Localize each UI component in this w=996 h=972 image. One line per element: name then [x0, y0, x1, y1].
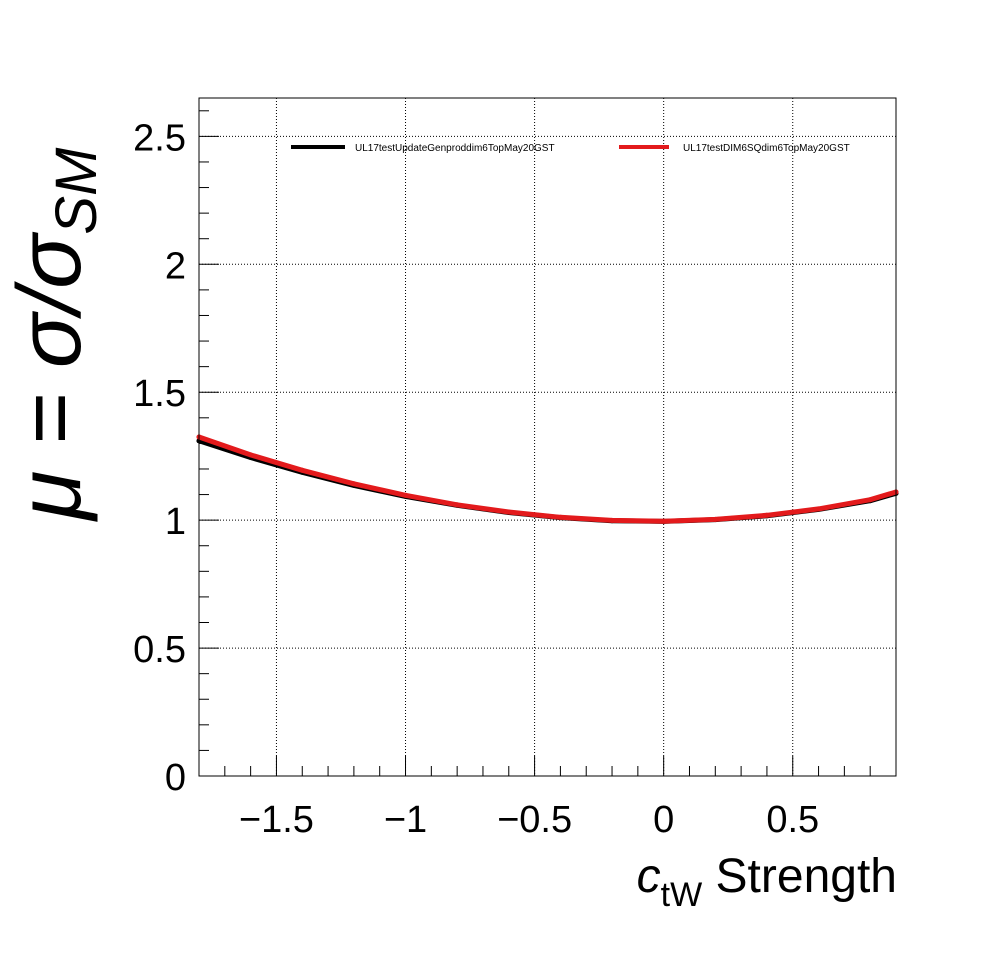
x-axis-title: ctW Strength [637, 850, 897, 914]
x-axis-title-rest: Strength [702, 850, 897, 903]
legend-label-series-1: UL17testDIM6SQdim6TopMay20GST [683, 143, 850, 154]
legend: UL17testUpdateGenproddim6TopMay20GST UL1… [291, 143, 850, 154]
y-tick-label-5: 2.5 [133, 117, 186, 159]
series-1-point-1 [248, 452, 254, 458]
series-1-point-4 [403, 492, 408, 498]
x-tick-label-0: −1.5 [239, 799, 314, 841]
data-series [196, 434, 899, 524]
x-tick-label-3: 0 [653, 799, 674, 841]
y-axis-title: μ = σ/σSM [0, 147, 109, 522]
y-tick-label-1: 0.5 [133, 629, 186, 671]
y-tick-label-0: 0 [165, 757, 186, 799]
series-1-point-2 [299, 467, 305, 473]
tick-labels: −1.5 −1 −0.5 0 0.5 0 0.5 1 1.5 2 2.5 [133, 117, 819, 841]
series-1-point-7 [557, 514, 563, 520]
x-tick-label-4: 0.5 [766, 799, 819, 841]
series-1-point-8 [609, 517, 615, 523]
series-1-point-5 [454, 502, 460, 508]
y-tick-label-2: 1 [165, 501, 186, 543]
series-1-point-10 [712, 516, 718, 522]
x-axis-title-sub: tW [661, 876, 703, 914]
plot-frame [198, 97, 897, 777]
y-axis-title-sub: SM [44, 147, 109, 235]
x-axis-title-var: c [637, 850, 661, 903]
series-1-point-11 [764, 512, 770, 518]
x-tick-label-2: −0.5 [497, 799, 572, 841]
series-1-point-6 [506, 509, 512, 515]
series-1-point-9 [661, 518, 667, 524]
y-axis-title-main: μ = σ/σ [0, 231, 100, 522]
y-tick-label-3: 1.5 [133, 373, 186, 415]
series-1-point-13 [867, 497, 873, 503]
legend-label-series-0: UL17testUpdateGenproddim6TopMay20GST [355, 143, 555, 154]
y-tick-label-4: 2 [165, 245, 186, 287]
series-1-point-3 [351, 481, 357, 487]
x-tick-label-1: −1 [384, 799, 427, 841]
series-1-point-12 [816, 506, 822, 512]
